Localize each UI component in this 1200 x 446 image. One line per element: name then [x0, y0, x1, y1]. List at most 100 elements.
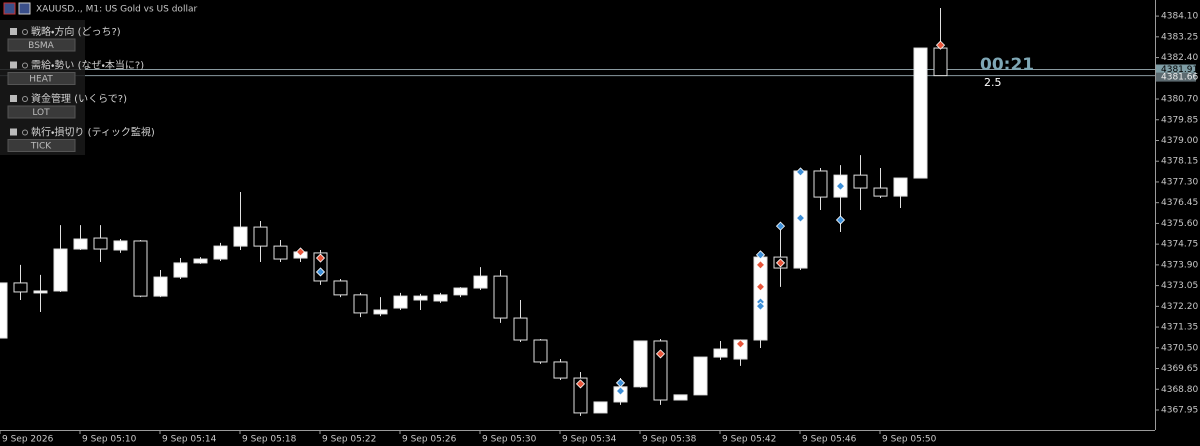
candle-body [253, 226, 268, 247]
x-tick-label: 9 Sep 05:50 [882, 435, 937, 445]
candle-body [493, 275, 508, 319]
y-tick-label: 4384.10 [1161, 12, 1198, 22]
y-tick-label: 4375.60 [1161, 219, 1198, 229]
plot-area [0, 8, 1155, 416]
x-tick-label: 9 Sep 05:18 [242, 435, 297, 445]
trade-marker [295, 247, 306, 257]
chart-symbol-title: XAUUSD.., M1: US Gold vs US dollar [36, 5, 197, 15]
candle-body [213, 245, 228, 260]
trade-marker [655, 349, 666, 359]
y-tick-label: 4371.35 [1161, 323, 1198, 333]
candle-body [113, 240, 128, 251]
panel-button[interactable] [7, 139, 76, 152]
spread: 2.5 [984, 76, 1002, 89]
candle-body [853, 174, 868, 189]
candle-body [913, 47, 928, 179]
panel-button-label[interactable]: TICK [30, 142, 52, 152]
candle-body [73, 238, 88, 250]
ask-label: 4381.91 [1161, 65, 1198, 75]
y-tick-label: 4373.05 [1161, 281, 1198, 291]
panel-label: 資金管理 (いくらで?) [31, 92, 127, 105]
candle-body [193, 258, 208, 264]
trade-marker [835, 215, 846, 225]
panel-button-label[interactable]: BSMA [28, 41, 54, 51]
trade-marker [755, 250, 766, 260]
candle-body [353, 294, 368, 314]
trade-marker [755, 282, 766, 292]
panel-label: 戦略・方向 (どっち?) [31, 25, 121, 38]
panel-icon [10, 61, 17, 69]
candle-body [513, 317, 528, 341]
icon[interactable] [18, 2, 31, 15]
panel-button[interactable] [7, 105, 76, 119]
candle-body [413, 295, 428, 301]
panel-label: 需給・勢い (なぜ・本当に?) [31, 59, 144, 72]
candle-body [713, 348, 728, 358]
x-tick-label: 9 Sep 05:26 [402, 435, 457, 445]
y-tick-label: 4380.70 [1161, 95, 1198, 105]
y-tick-label: 4372.20 [1161, 302, 1198, 312]
y-tick-label: 4379.00 [1161, 136, 1198, 146]
panel-button[interactable] [7, 72, 76, 85]
candle-body [13, 282, 28, 293]
x-tick-label: 9 Sep 05:38 [642, 435, 697, 445]
x-tick-label: 9 Sep 2026 [2, 435, 54, 445]
y-tick-label: 4370.50 [1161, 343, 1198, 353]
candle-body [453, 287, 468, 296]
panel-button-label[interactable]: LOT [32, 108, 50, 118]
y-tick-label: 4376.45 [1161, 198, 1198, 208]
x-tick-label: 9 Sep 05:14 [162, 435, 217, 445]
y-tick-label: 4369.65 [1161, 364, 1198, 374]
candle-body [53, 248, 68, 292]
candle-body [173, 262, 188, 278]
bid-label: 4381.66 [1161, 73, 1198, 83]
panel-dot [22, 129, 28, 136]
y-tick-label: 4379.85 [1161, 115, 1198, 125]
y-tick-label: 4367.95 [1161, 406, 1198, 416]
panel-button[interactable] [7, 38, 76, 52]
trade-marker [775, 258, 786, 268]
panel-dot [22, 29, 28, 35]
panel-rows: 戦略・方向 (どっち?) BSMA 需給・勢い (なぜ・本当に?) HEAT 資金管理 … [7, 25, 155, 152]
candle-body [673, 394, 688, 401]
y-tick-label: 4373.90 [1161, 260, 1198, 270]
trade-marker [935, 40, 946, 50]
candle-body [533, 339, 548, 363]
trade-marker [835, 181, 846, 191]
icon[interactable] [3, 2, 16, 15]
y-tick-label: 4374.75 [1161, 240, 1198, 250]
candle-body [273, 245, 288, 260]
y-tick-label: 4383.25 [1161, 32, 1198, 42]
candle-body [633, 340, 648, 388]
y-tick-label: 4368.80 [1161, 385, 1198, 395]
candle-body [93, 237, 108, 250]
trade-marker [315, 267, 326, 277]
panel-dot [22, 96, 28, 102]
x-tick-label: 9 Sep 05:22 [322, 435, 376, 445]
candle-body [33, 290, 48, 294]
candle-body [893, 177, 908, 197]
panel-icon [10, 28, 17, 35]
x-tick-label: 9 Sep 05:30 [482, 435, 537, 445]
candle-body [873, 187, 888, 197]
y-tick-label: 4378.15 [1161, 157, 1198, 167]
x-tick-label: 9 Sep 05:46 [802, 435, 857, 445]
trade-marker [795, 213, 806, 223]
candle-body [233, 226, 248, 247]
candle-body [573, 377, 588, 414]
candle-body [393, 295, 408, 309]
panel-button-label[interactable]: HEAT [29, 75, 53, 85]
candle-body [373, 309, 388, 315]
candle-body [433, 294, 448, 302]
candle-body [333, 280, 348, 296]
candle-body [593, 401, 608, 414]
y-tick-label: 4382.40 [1161, 53, 1198, 63]
candle-body [0, 282, 8, 339]
trade-marker [755, 260, 766, 270]
candle-body [133, 240, 148, 297]
candle-body [553, 361, 568, 379]
trade-marker [755, 301, 766, 311]
trade-marker [735, 339, 746, 349]
